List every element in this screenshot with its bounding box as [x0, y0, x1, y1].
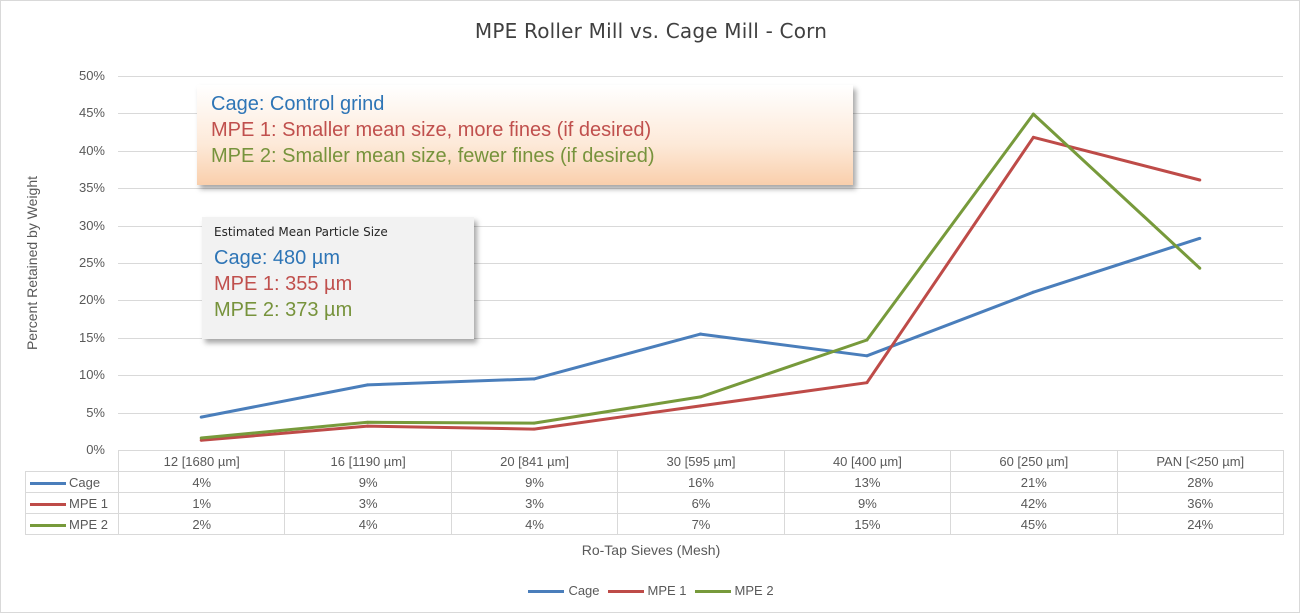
- data-point: [865, 338, 869, 342]
- legend-item: MPE 1: [607, 583, 687, 598]
- data-point: [532, 421, 536, 425]
- data-point: [1031, 112, 1035, 116]
- y-tick-label: 20%: [78, 292, 105, 308]
- x-category-label: 60 [250 µm]: [950, 450, 1118, 472]
- data-point: [1198, 266, 1202, 270]
- data-point: [865, 381, 869, 385]
- data-label: 45%: [950, 513, 1118, 535]
- legend-label: MPE 2: [734, 583, 774, 598]
- legend-label: Cage: [568, 583, 600, 598]
- series-name: MPE 1: [69, 495, 109, 511]
- legend-item: Cage: [528, 583, 600, 598]
- series-key: [30, 481, 66, 485]
- series-key: [30, 502, 66, 506]
- y-tick-label: 10%: [78, 367, 105, 383]
- mean-size-box: Estimated Mean Particle Size Cage: 480 µ…: [202, 217, 474, 339]
- x-category-label: 30 [595 µm]: [617, 450, 785, 472]
- y-tick-label: 5%: [86, 404, 105, 420]
- data-point: [199, 436, 203, 440]
- data-label: 3%: [450, 492, 619, 514]
- data-point: [1031, 135, 1035, 139]
- legend-swatch: [528, 590, 565, 594]
- y-tick-label: 30%: [78, 217, 105, 233]
- data-label: 21%: [950, 471, 1118, 493]
- data-point: [699, 404, 702, 408]
- data-label: 15%: [783, 513, 952, 535]
- y-tick-label: 50%: [78, 68, 105, 83]
- chart-title: MPE Roller Mill vs. Cage Mill - Corn: [474, 19, 828, 43]
- x-category-label: 16 [1190 µm]: [284, 450, 452, 472]
- data-point: [366, 383, 370, 387]
- callout-line: MPE 2: Smaller mean size, fewer fines (i…: [211, 145, 655, 167]
- x-axis-title: Ro-Tap Sieves (Mesh): [581, 542, 721, 558]
- data-label: 4%: [117, 471, 286, 493]
- callout-line: Cage: Control grind: [211, 93, 385, 115]
- data-label: 6%: [617, 492, 785, 514]
- table-row-header: MPE 1: [25, 492, 119, 514]
- data-point: [1198, 178, 1202, 182]
- table-corner: [25, 450, 119, 472]
- y-tick-label: 35%: [78, 180, 105, 196]
- data-point: [865, 354, 869, 358]
- series-name: Cage: [69, 474, 101, 490]
- table-row-header: Cage: [25, 471, 119, 493]
- table-row: MPE 2 2% 4% 4% 7% 15% 45% 24%: [25, 513, 1284, 535]
- x-category-label: PAN [<250 µm]: [1116, 450, 1284, 472]
- data-label: 28%: [1116, 471, 1284, 493]
- legend-swatch: [607, 590, 644, 594]
- data-label: 9%: [783, 492, 952, 514]
- data-point: [1198, 236, 1202, 240]
- data-label: 24%: [1116, 513, 1284, 535]
- series-key: [30, 523, 66, 527]
- data-table: 12 [1680 µm] 16 [1190 µm] 20 [841 µm] 30 [5…: [25, 450, 1284, 535]
- x-category-label: 12 [1680 µm]: [117, 450, 286, 472]
- data-label: 1%: [117, 492, 286, 514]
- data-label: 9%: [284, 471, 452, 493]
- mean-size-line: MPE 1: 355 µm: [214, 273, 353, 295]
- data-label: 7%: [617, 513, 785, 535]
- legend-item: MPE 2: [694, 583, 774, 598]
- data-point: [1031, 290, 1035, 294]
- mean-size-line: Cage: 480 µm: [214, 247, 341, 269]
- series-name: MPE 2: [69, 516, 109, 532]
- data-point: [199, 438, 203, 442]
- y-tick-label: 45%: [78, 105, 105, 121]
- x-category-label: 40 [400 µm]: [783, 450, 952, 472]
- legend: Cage MPE 1 MPE 2: [1, 583, 1300, 598]
- data-label: 3%: [284, 492, 452, 514]
- x-category-label: 20 [841 µm]: [450, 450, 619, 472]
- y-tick-label: 25%: [78, 255, 105, 270]
- mean-size-line: MPE 2: 373 µm: [214, 299, 353, 321]
- table-header-row: 12 [1680 µm] 16 [1190 µm] 20 [841 µm] 30 [5…: [25, 450, 1284, 472]
- legend-swatch: [694, 590, 731, 594]
- mean-size-title: Estimated Mean Particle Size: [214, 225, 388, 239]
- y-tick-label: 15%: [78, 329, 105, 345]
- callout-line: MPE 1: Smaller mean size, more fines (if…: [211, 119, 652, 141]
- data-label: 4%: [284, 513, 452, 535]
- data-point: [699, 395, 702, 399]
- callout-box: Cage: Control grind MPE 1: Smaller mean s…: [197, 85, 853, 185]
- mean-size-lines: Cage: 480 µm MPE 1: 355 µm MPE 2: 373 µm: [214, 245, 462, 323]
- data-label: 16%: [617, 471, 785, 493]
- data-label: 42%: [950, 492, 1118, 514]
- y-tick-label: 40%: [78, 142, 105, 158]
- data-label: 13%: [783, 471, 952, 493]
- data-point: [366, 420, 370, 424]
- data-point: [532, 377, 536, 381]
- data-label: 4%: [450, 513, 619, 535]
- table-row-header: MPE 2: [25, 513, 119, 535]
- table-row: MPE 1 1% 3% 3% 6% 9% 42% 36%: [25, 492, 1284, 514]
- data-label: 36%: [1116, 492, 1284, 514]
- table-row: Cage 4% 9% 9% 16% 13% 21% 28%: [25, 471, 1284, 493]
- data-label: 2%: [117, 513, 286, 535]
- data-point: [532, 427, 536, 431]
- series-lines: [199, 112, 1202, 442]
- data-point: [699, 332, 702, 336]
- data-point: [199, 415, 203, 419]
- legend-label: MPE 1: [647, 583, 687, 598]
- data-point: [366, 424, 370, 428]
- data-label: 9%: [450, 471, 619, 493]
